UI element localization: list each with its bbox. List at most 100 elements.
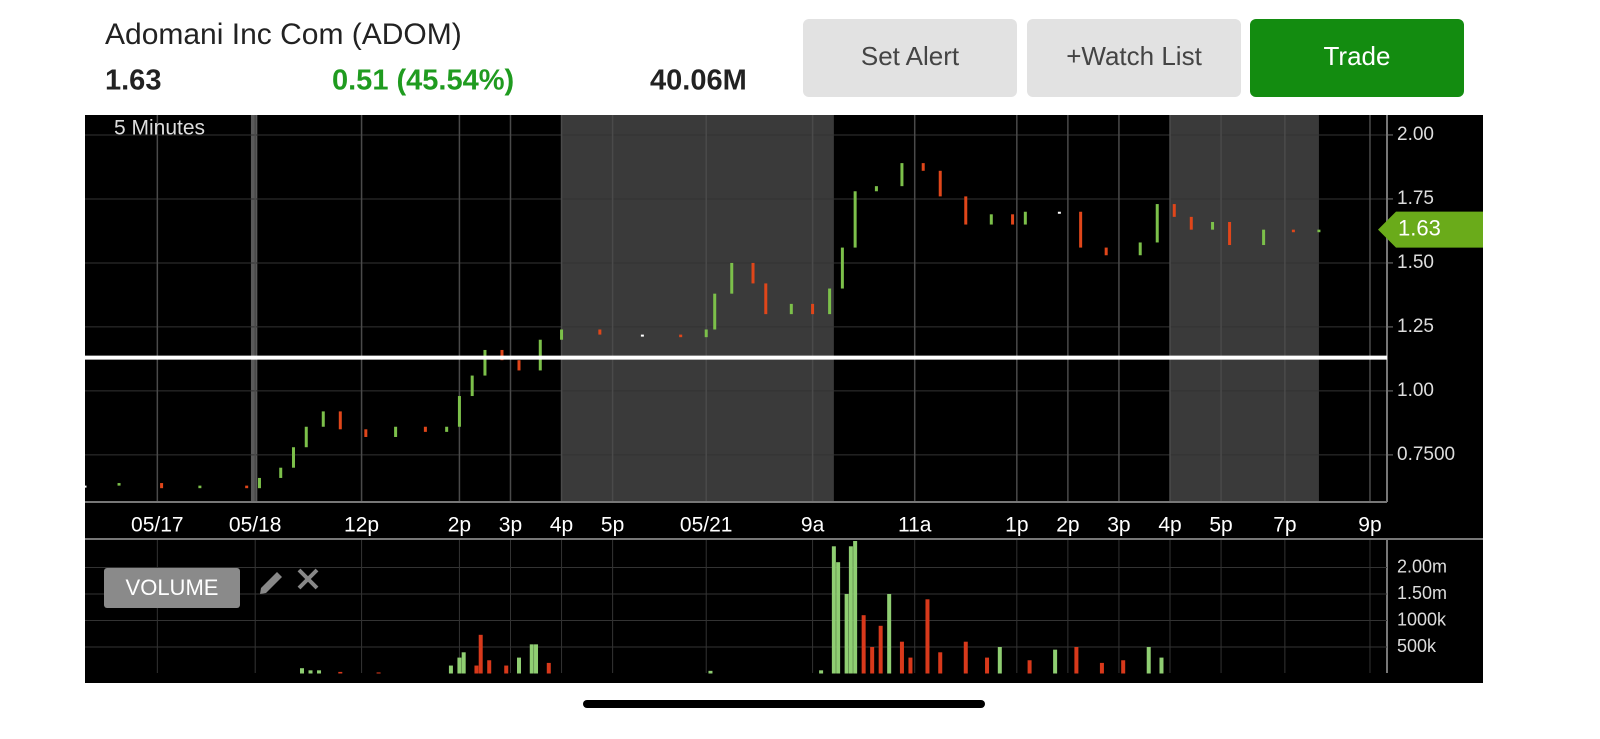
candle [598,329,602,335]
x-tick-label: 05/17 [131,514,184,537]
button-bg [803,19,1017,97]
volume-bar [708,670,713,674]
interval-label: 5 Minutes [114,117,205,140]
x-tick-label: 2p [448,514,471,537]
session-shade [1170,115,1319,502]
candle [1057,211,1061,214]
button-label: +Watch List [1066,41,1202,71]
volume-bar [848,546,853,674]
y-tick-label: 1.00 [1397,380,1434,401]
x-tick-label: 9a [801,514,825,537]
candle [989,214,993,225]
y-tick-label: 1.25 [1397,316,1434,337]
candle [751,262,755,284]
candle [938,170,942,197]
price-change: 0.51 (45.54%) [332,65,514,97]
candle [500,349,504,361]
x-tick-label: 1p [1005,514,1028,537]
candle [457,396,461,427]
y-tick-label: 2.00 [1397,124,1434,145]
chart-layer: 0.7500 1.00 1.25 1.50 1.75 2.00 05/17 05/18 12p 2… [83,115,1483,674]
button-bg [1250,19,1464,97]
volume-bar [1074,647,1079,674]
edit-icon[interactable] [260,572,282,594]
x-tick-label: 3p [499,514,522,537]
candle [83,485,87,488]
volume-bar [870,647,875,674]
volume-bar [308,670,313,674]
volume-bar [317,670,322,674]
volume-bar [1146,647,1151,674]
x-tick-label: 4p [1158,514,1181,537]
button-label: Set Alert [861,41,960,71]
candle [304,426,308,448]
last-price: 1.63 [105,65,161,97]
y-tick-label: 2.00m [1397,556,1447,576]
volume-badge[interactable]: VOLUME [104,568,240,608]
volume-bar [376,672,381,674]
volume-bar [529,644,534,674]
candle [730,262,734,294]
volume-bar [478,634,483,674]
candle [1138,242,1142,256]
x-tick-label: 05/21 [680,514,733,537]
volume-bar [546,662,551,674]
volume-bar [985,657,990,674]
volume-bar [963,641,968,674]
volume-bar [1027,660,1032,674]
candle [764,283,768,315]
volume-bar [819,670,824,674]
volume-bar [1053,649,1058,674]
candle [257,477,261,489]
volume-bar [448,665,453,674]
watch-list-button[interactable]: +Watch List [1027,19,1241,97]
y-tick-label: 1.50 [1397,252,1434,273]
candle [1079,211,1083,248]
candle [117,483,121,486]
candle [279,467,283,478]
candle [245,485,249,489]
badge-label: VOLUME [126,575,219,600]
candle [470,375,474,397]
volume-bar [861,615,866,674]
candle [1104,247,1108,256]
x-tick-label: 3p [1107,514,1130,537]
x-tick-label: 7p [1273,514,1296,537]
volume-bar [853,541,858,674]
volume-bar [878,625,883,674]
candle [900,163,904,187]
x-tick-label: 12p [344,514,379,537]
candle [679,334,683,338]
volume-bar [534,644,539,674]
volume-bar [504,665,509,674]
y-tick-label: 1.50m [1397,583,1447,603]
candle [1023,211,1027,225]
price-tag-label: 1.63 [1398,215,1441,240]
set-alert-button[interactable]: Set Alert [803,19,1017,97]
candle [1211,221,1215,230]
x-tick-label: 9p [1358,514,1381,537]
candle [704,329,708,338]
candle [1291,229,1295,233]
button-bg [1027,19,1241,97]
x-tick-label: 2p [1056,514,1079,537]
volume-bar [938,652,943,674]
candle [713,293,717,330]
volume-bar [997,647,1002,674]
candle [1262,229,1266,246]
x-tick-label: 11a [898,514,932,537]
volume-bar [474,665,479,674]
y-tick-label: 1.75 [1397,188,1434,209]
volume-bar [1159,657,1164,674]
candle [874,186,878,192]
close-icon[interactable] [297,568,319,590]
candle [811,303,815,315]
candle [338,411,342,430]
session-shade [250,115,258,502]
trade-button[interactable]: Trade [1250,19,1464,97]
candle [1155,204,1159,243]
volume-bar [908,657,913,674]
x-tick-label: 4p [550,514,573,537]
